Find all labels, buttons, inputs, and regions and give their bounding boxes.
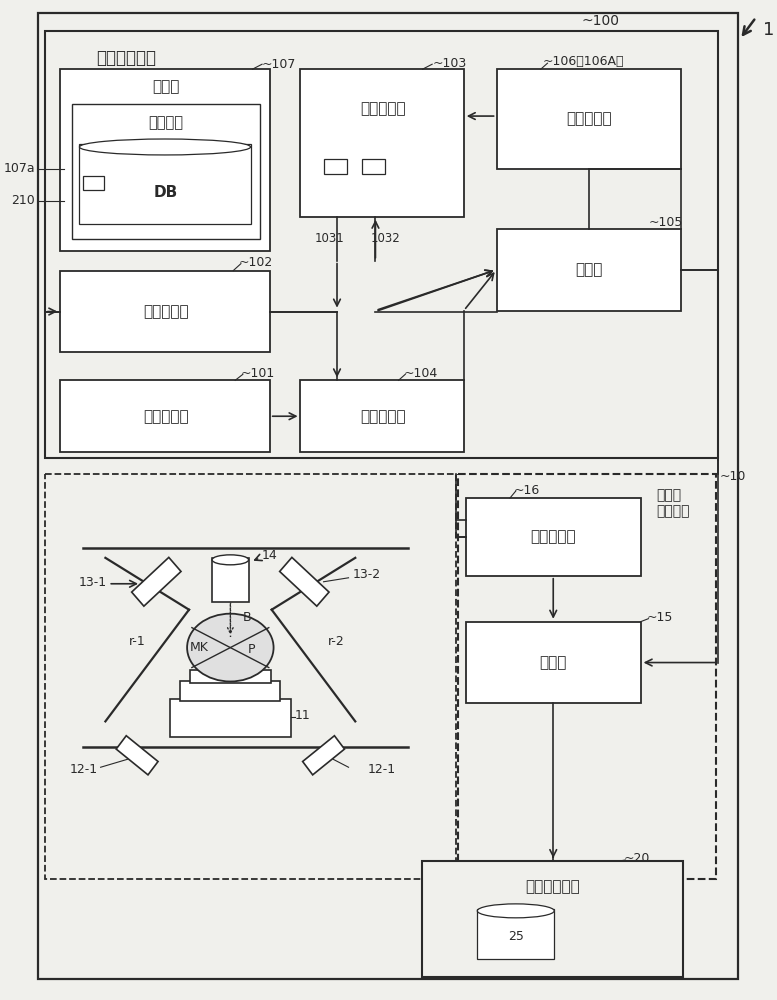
Text: 14: 14 (262, 549, 278, 562)
Polygon shape (302, 736, 344, 775)
Text: 25: 25 (508, 930, 524, 943)
Text: ~103: ~103 (432, 57, 466, 70)
Text: 13-1: 13-1 (78, 576, 107, 589)
Text: 计划管理装置: 计划管理装置 (525, 879, 580, 894)
Text: P: P (248, 643, 255, 656)
Polygon shape (45, 31, 718, 458)
Text: 模板选择部: 模板选择部 (361, 409, 406, 424)
Polygon shape (61, 380, 270, 452)
Text: 图像取得部: 图像取得部 (143, 304, 189, 319)
Polygon shape (170, 699, 291, 737)
Text: 追踪部: 追踪部 (575, 262, 602, 277)
Polygon shape (131, 557, 181, 606)
Text: 控制部: 控制部 (539, 655, 567, 670)
Text: 显示处理部: 显示处理部 (566, 112, 611, 127)
Text: 输入显示部: 输入显示部 (531, 529, 576, 544)
Text: ~105: ~105 (648, 216, 683, 229)
Polygon shape (38, 13, 737, 979)
Polygon shape (83, 176, 104, 190)
Polygon shape (497, 69, 681, 169)
Text: 11: 11 (294, 709, 311, 722)
Polygon shape (465, 498, 641, 576)
Text: 放射线
照射装置: 放射线 照射装置 (656, 488, 689, 518)
Polygon shape (180, 681, 280, 701)
Ellipse shape (477, 904, 554, 918)
Polygon shape (61, 69, 270, 251)
Text: ~10: ~10 (720, 470, 746, 483)
Text: ~101: ~101 (241, 367, 275, 380)
Text: 模板信息: 模板信息 (148, 116, 183, 131)
Text: 12-1: 12-1 (69, 763, 97, 776)
Text: 信息处理装置: 信息处理装置 (96, 49, 156, 67)
Text: ~20: ~20 (623, 852, 650, 865)
Text: ~15: ~15 (646, 611, 673, 624)
Text: 1: 1 (763, 21, 774, 39)
Text: DB: DB (154, 185, 178, 200)
Polygon shape (117, 736, 158, 775)
Text: ~16: ~16 (514, 484, 540, 497)
Text: 210: 210 (12, 194, 35, 207)
Ellipse shape (212, 555, 249, 565)
Text: 1032: 1032 (370, 232, 400, 245)
Polygon shape (301, 69, 464, 217)
Polygon shape (280, 557, 329, 606)
Text: 1031: 1031 (315, 232, 344, 245)
Text: 存储部: 存储部 (152, 80, 179, 95)
Text: 107a: 107a (4, 162, 35, 175)
Polygon shape (497, 229, 681, 311)
Polygon shape (61, 271, 270, 352)
Ellipse shape (79, 139, 250, 155)
Text: 模板取得部: 模板取得部 (143, 409, 189, 424)
Text: ~106（106A）: ~106（106A） (542, 55, 624, 68)
Polygon shape (362, 159, 385, 174)
Polygon shape (190, 670, 270, 683)
Polygon shape (422, 861, 683, 977)
Text: r-1: r-1 (129, 635, 145, 648)
Text: B: B (243, 611, 252, 624)
Polygon shape (477, 909, 554, 959)
Polygon shape (323, 159, 347, 174)
Polygon shape (71, 104, 260, 239)
Polygon shape (465, 622, 641, 703)
Ellipse shape (187, 614, 274, 681)
Text: ~107: ~107 (262, 58, 296, 71)
Text: ~104: ~104 (403, 367, 437, 380)
Polygon shape (79, 144, 250, 224)
Polygon shape (212, 558, 249, 602)
Text: ~102: ~102 (239, 256, 274, 269)
Polygon shape (301, 380, 464, 452)
Text: MK: MK (190, 641, 208, 654)
Text: ~100: ~100 (581, 14, 619, 28)
Text: 13-2: 13-2 (353, 568, 381, 581)
Text: 输入显示部: 输入显示部 (361, 102, 406, 117)
Text: 12-1: 12-1 (368, 763, 396, 776)
Text: r-2: r-2 (327, 635, 344, 648)
